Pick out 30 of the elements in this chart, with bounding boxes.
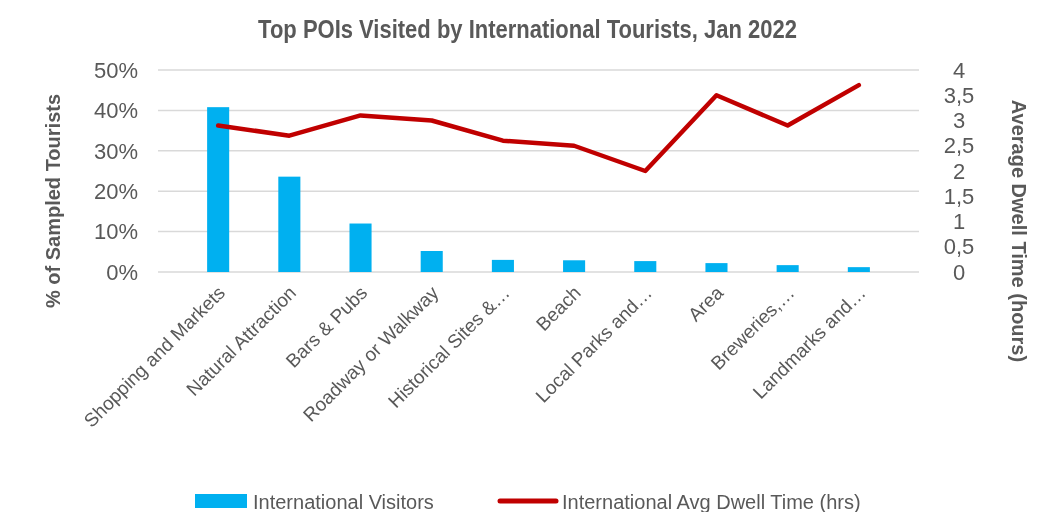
y-tick-label: 50% — [93, 57, 138, 83]
bar — [847, 267, 870, 272]
y2-tick-label: 3,5 — [943, 82, 975, 108]
y2-tick-label: 1 — [952, 209, 966, 235]
bar — [634, 261, 657, 272]
bar — [491, 259, 514, 272]
y2-tick-label: 0,5 — [943, 234, 975, 260]
y2-tick-label: 0 — [952, 259, 966, 285]
bar — [705, 263, 728, 272]
y2-axis-title: Average Dwell Time (hours) — [1008, 99, 1030, 363]
y-axis-title: % of Sampled Tourists — [42, 93, 64, 309]
y-tick-label: 0% — [106, 259, 138, 285]
y2-tick-label: 2,5 — [943, 133, 975, 159]
bar — [563, 260, 586, 272]
bar — [207, 107, 230, 272]
y2-tick-label: 1,5 — [943, 183, 975, 209]
bar — [420, 250, 443, 272]
line-series — [215, 82, 862, 174]
y2-tick-label: 2 — [952, 158, 966, 184]
bar — [776, 265, 799, 272]
y-tick-label: 10% — [93, 219, 138, 245]
y2-tick-label: 4 — [952, 57, 966, 83]
bar — [278, 176, 301, 272]
chart-title: Top POIs Visited by International Tourists, Jan 2022 — [258, 15, 797, 44]
y2-tick-label: 3 — [952, 108, 966, 134]
bar — [349, 223, 372, 272]
y-tick-label: 20% — [93, 178, 138, 204]
y-tick-label: 40% — [93, 98, 138, 124]
y-tick-label: 30% — [93, 138, 138, 164]
legend-label: International Visitors — [253, 491, 434, 512]
